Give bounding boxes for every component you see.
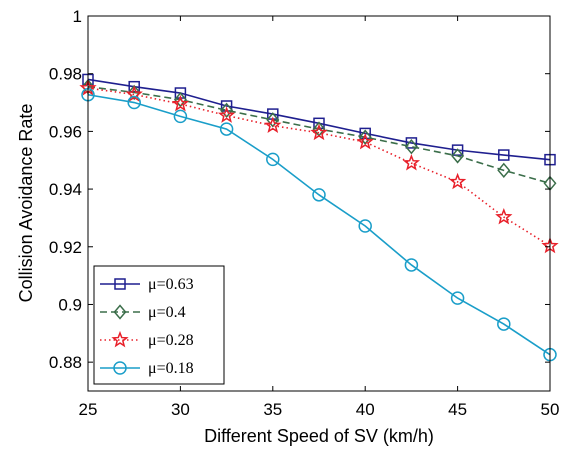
y-axis: 0.88 0.9 0.92 0.94 0.96 0.98 1 (49, 7, 550, 372)
x-axis-title: Different Speed of SV (km/h) (204, 426, 434, 446)
data-point (264, 116, 282, 133)
data-point (404, 139, 418, 155)
data-point (405, 137, 418, 149)
data-point (495, 207, 513, 225)
data-point (125, 85, 143, 102)
legend-label: μ=0.4 (148, 304, 186, 321)
data-point (217, 106, 236, 123)
data-point (451, 148, 465, 164)
y-tick-label: 0.98 (49, 65, 82, 84)
data-point (359, 127, 371, 140)
x-tick-label: 25 (79, 400, 98, 419)
x-tick-label: 40 (356, 400, 375, 419)
data-point (358, 219, 372, 233)
data-point (173, 109, 188, 124)
x-tick-label: 45 (448, 400, 467, 419)
y-tick-label: 1 (73, 7, 82, 26)
legend-item: μ=0.28 (100, 330, 194, 349)
y-tick-label: 0.94 (49, 180, 82, 199)
data-point (266, 152, 280, 167)
y-axis-title: Collision Avoidance Rate (16, 104, 36, 303)
legend: μ=0.63 μ=0.4 μ=0.28 μ=0.18 (93, 265, 225, 385)
data-point (266, 112, 280, 128)
data-point (402, 154, 421, 171)
data-point (358, 129, 372, 145)
series-4 (81, 88, 557, 362)
data-point (356, 132, 374, 150)
x-tick-label: 30 (171, 400, 190, 419)
y-tick-label: 0.9 (58, 295, 82, 314)
data-point (497, 317, 511, 331)
legend-label: μ=0.28 (148, 332, 194, 349)
legend-marker (113, 304, 127, 320)
data-point (312, 188, 326, 202)
data-point (127, 95, 141, 110)
legend-label: μ=0.63 (148, 276, 194, 293)
legend-item: μ=0.63 (100, 276, 194, 293)
x-tick-label: 35 (263, 400, 282, 419)
data-point (404, 258, 419, 272)
data-point (219, 122, 234, 136)
series-line (87, 87, 551, 247)
legend-item: μ=0.18 (100, 360, 194, 377)
series-line (87, 85, 551, 185)
legend-label: μ=0.18 (148, 360, 194, 377)
data-point (171, 94, 190, 112)
data-point (448, 172, 467, 190)
data-point (497, 162, 511, 178)
data-point (220, 100, 233, 112)
legend-marker (114, 278, 126, 290)
data-point (310, 123, 328, 141)
plot-frame (87, 15, 551, 392)
data-point (127, 84, 141, 101)
x-tick-label: 50 (541, 400, 560, 419)
y-tick-label: 0.88 (49, 353, 82, 372)
series-layer (79, 73, 559, 362)
data-point (220, 102, 234, 118)
legend-marker (111, 330, 129, 348)
data-point (498, 149, 510, 161)
series-line (87, 93, 551, 356)
y-tick-label: 0.96 (49, 122, 82, 141)
y-tick-label: 0.92 (49, 238, 82, 257)
data-point (450, 291, 465, 305)
legend-item: μ=0.4 (100, 304, 186, 321)
x-axis: 25 30 35 40 45 50 (79, 16, 560, 419)
legend-marker (113, 361, 127, 375)
